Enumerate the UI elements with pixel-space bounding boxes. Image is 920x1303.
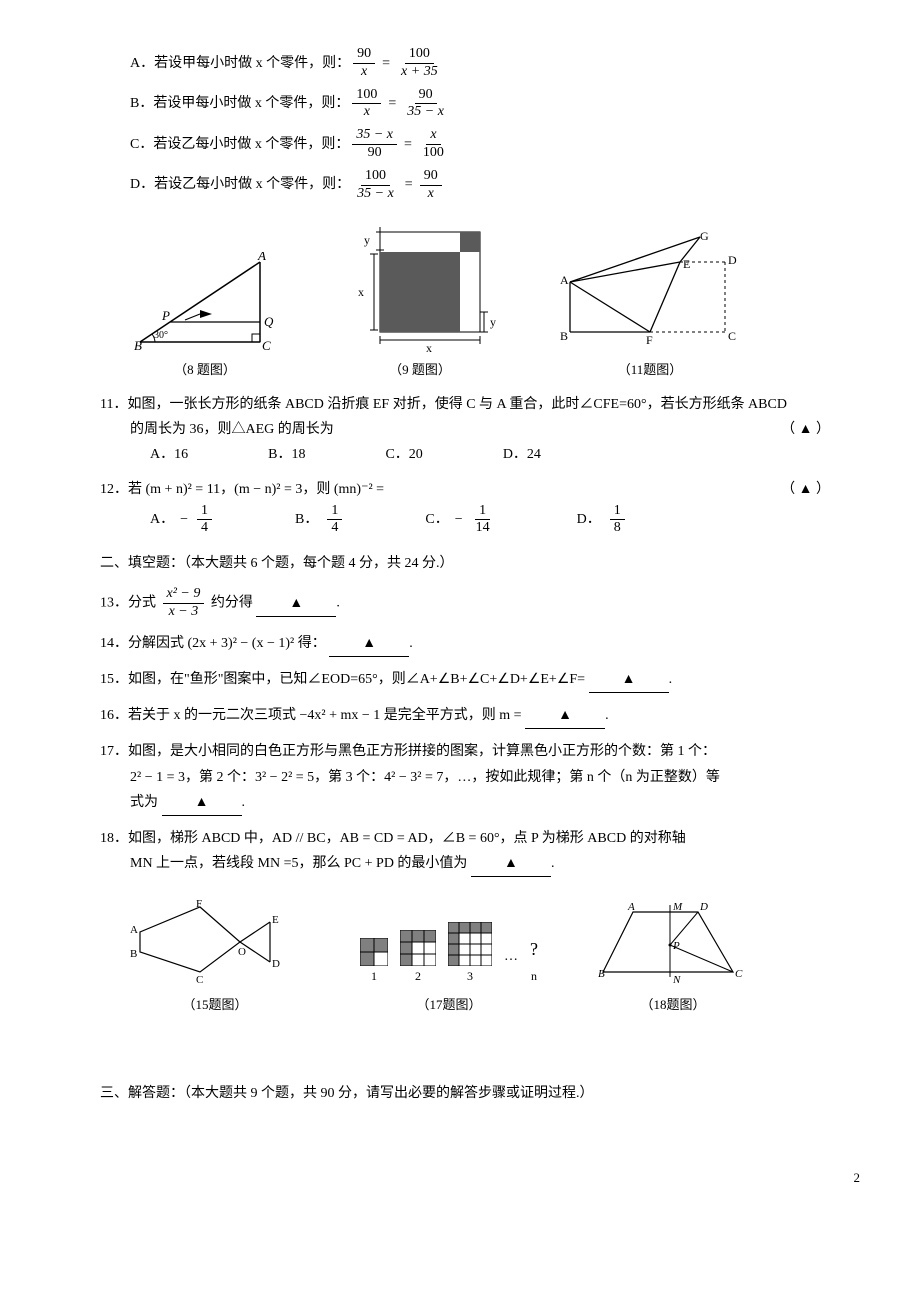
svg-text:Q: Q: [264, 314, 274, 329]
svg-text:F: F: [196, 898, 202, 910]
svg-text:M: M: [672, 901, 683, 913]
svg-text:A: A: [560, 273, 569, 287]
svg-text:30°: 30°: [154, 330, 168, 341]
svg-text:C: C: [728, 329, 736, 343]
svg-text:D: D: [272, 958, 280, 970]
svg-text:y: y: [490, 315, 496, 329]
figure-15: A B C D E F O （15题图）: [130, 897, 300, 1016]
svg-text:P: P: [672, 940, 680, 952]
option-a: A． 若设甲每小时做 x 个零件，则： 90x = 100x + 35: [130, 46, 860, 81]
figure-row-1: A B C P Q 30° （8 题图） y x y: [130, 222, 860, 381]
svg-text:A: A: [130, 924, 138, 936]
svg-text:E: E: [683, 257, 690, 271]
page-number: 2: [100, 1166, 860, 1189]
q12-choice-b: B． 14: [295, 503, 345, 538]
figure-8: A B C P Q 30° （8 题图）: [130, 252, 280, 381]
svg-text:y: y: [364, 233, 370, 247]
svg-text:N: N: [672, 974, 681, 986]
option-d-label: D．: [130, 172, 154, 197]
option-c-text: 若设乙每小时做 x 个零件，则：: [153, 132, 349, 157]
svg-text:B: B: [598, 968, 605, 980]
option-d-formula: 10035 − x = 90x: [350, 168, 445, 203]
svg-text:D: D: [728, 253, 737, 267]
section-3-header: 三、解答题：（本大题共 9 个题，共 90 分，请写出必要的解答步骤或证明过程.…: [100, 1081, 860, 1106]
question-17: 17．如图，是大小相同的白色正方形与黑色正方形拼接的图案，计算黑色小正方形的个数…: [100, 739, 860, 816]
option-b-text: 若设甲每小时做 x 个零件，则：: [153, 91, 349, 116]
figure-17: 1 2 3 … ?: [360, 922, 538, 1017]
option-b-label: B．: [130, 91, 153, 116]
option-c-label: C．: [130, 132, 153, 157]
svg-text:C: C: [262, 338, 271, 352]
figure-9: y x y x （9 题图）: [340, 222, 500, 381]
svg-text:A: A: [257, 252, 266, 263]
figure-row-2: A B C D E F O （15题图） 1: [130, 897, 860, 1016]
q11-choice-a: A．16: [150, 442, 188, 467]
svg-text:P: P: [161, 308, 170, 323]
svg-text:E: E: [272, 914, 279, 926]
svg-text:x: x: [426, 341, 432, 352]
svg-text:O: O: [238, 946, 246, 958]
q12-choice-a: A．− 14: [150, 503, 215, 538]
svg-text:B: B: [130, 948, 137, 960]
q11-choice-b: B．18: [268, 442, 305, 467]
option-b: B． 若设甲每小时做 x 个零件，则： 100x = 9035 − x: [130, 87, 860, 122]
section-2-header: 二、填空题：（本大题共 6 个题，每个题 4 分，共 24 分.）: [100, 551, 860, 576]
question-18: 18．如图，梯形 ABCD 中，AD // BC，AB = CD = AD，∠B…: [100, 826, 860, 877]
option-d: D． 若设乙每小时做 x 个零件，则： 10035 − x = 90x: [130, 168, 860, 203]
q12-choice-d: D． 18: [577, 503, 628, 538]
figure-9-caption: （9 题图）: [389, 358, 451, 381]
figure-8-caption: （8 题图）: [174, 358, 236, 381]
figure-11-caption: （11题图）: [618, 358, 683, 381]
question-13: 13．分式 x² − 9x − 3 约分得 ▲.: [100, 586, 860, 621]
question-16: 16．若关于 x 的一元二次三项式 −4x² + mx − 1 是完全平方式，则…: [100, 703, 860, 729]
q11-choice-d: D．24: [503, 442, 541, 467]
q11-choice-c: C．20: [385, 442, 422, 467]
question-12: 12．若 (m + n)² = 11，(m − n)² = 3，则 (mn)⁻²…: [100, 477, 860, 537]
svg-text:G: G: [700, 232, 709, 243]
svg-text:C: C: [196, 974, 203, 986]
svg-text:C: C: [735, 968, 743, 980]
svg-text:F: F: [646, 333, 653, 347]
figure-18-caption: （18题图）: [640, 993, 705, 1016]
option-c-formula: 35 − x90 = x100: [349, 127, 451, 162]
option-a-text: 若设甲每小时做 x 个零件，则：: [154, 51, 350, 76]
option-a-formula: 90x = 100x + 35: [350, 46, 445, 81]
option-b-formula: 100x = 9035 − x: [349, 87, 451, 122]
question-11: 11．如图，一张长方形的纸条 ABCD 沿折痕 EF 对折，使得 C 与 A 重…: [100, 392, 860, 468]
figure-15-caption: （15题图）: [182, 993, 247, 1016]
option-d-text: 若设乙每小时做 x 个零件，则：: [154, 172, 350, 197]
svg-text:x: x: [358, 285, 364, 299]
svg-text:B: B: [560, 329, 568, 343]
q12-choice-c: C．− 114: [425, 503, 496, 538]
question-15: 15．如图，在"鱼形"图案中，已知∠EOD=65°，则∠A+∠B+∠C+∠D+∠…: [100, 667, 860, 693]
figure-11: A B C D E F G （11题图）: [560, 232, 740, 381]
option-c: C． 若设乙每小时做 x 个零件，则： 35 − x90 = x100: [130, 127, 860, 162]
svg-text:B: B: [134, 338, 142, 352]
question-14: 14．分解因式 (2x + 3)² − (x − 1)² 得： ▲.: [100, 631, 860, 657]
svg-text:D: D: [699, 901, 708, 913]
figure-17-caption: （17题图）: [416, 993, 481, 1016]
figure-18: A B C D M N P （18题图）: [598, 897, 748, 1016]
option-a-label: A．: [130, 51, 154, 76]
svg-text:A: A: [627, 901, 635, 913]
